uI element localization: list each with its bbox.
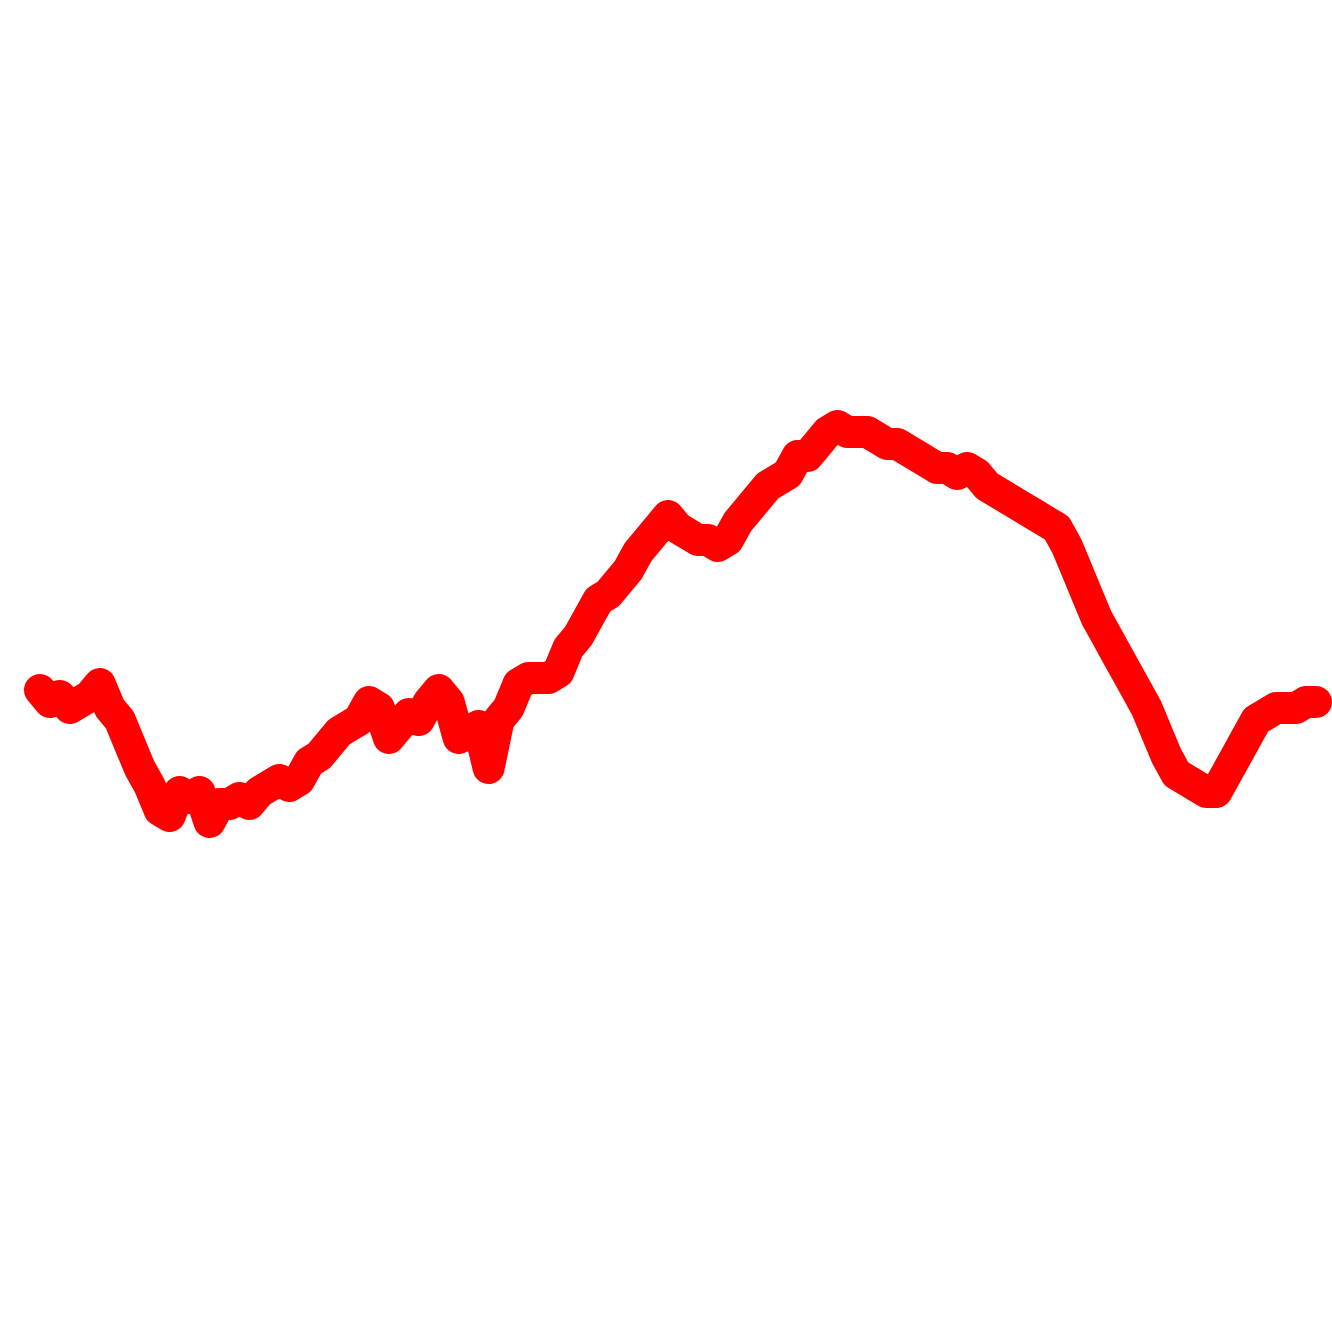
series-point	[435, 689, 462, 715]
series-point	[1053, 533, 1080, 559]
series-line	[24, 410, 1332, 838]
series-point	[545, 659, 572, 685]
series-point	[365, 695, 392, 721]
series-point	[1073, 581, 1100, 607]
series-point	[136, 773, 163, 799]
series-point	[1063, 557, 1090, 583]
series-point	[465, 713, 492, 739]
series-point	[495, 695, 522, 721]
series-point	[1133, 695, 1160, 721]
series-point	[1143, 719, 1170, 745]
series-point	[86, 671, 113, 697]
series-point	[156, 803, 183, 829]
series-point	[475, 755, 502, 781]
series-point	[186, 779, 213, 805]
series-point	[1303, 689, 1329, 715]
series-point	[116, 731, 143, 757]
series-point	[106, 707, 133, 733]
